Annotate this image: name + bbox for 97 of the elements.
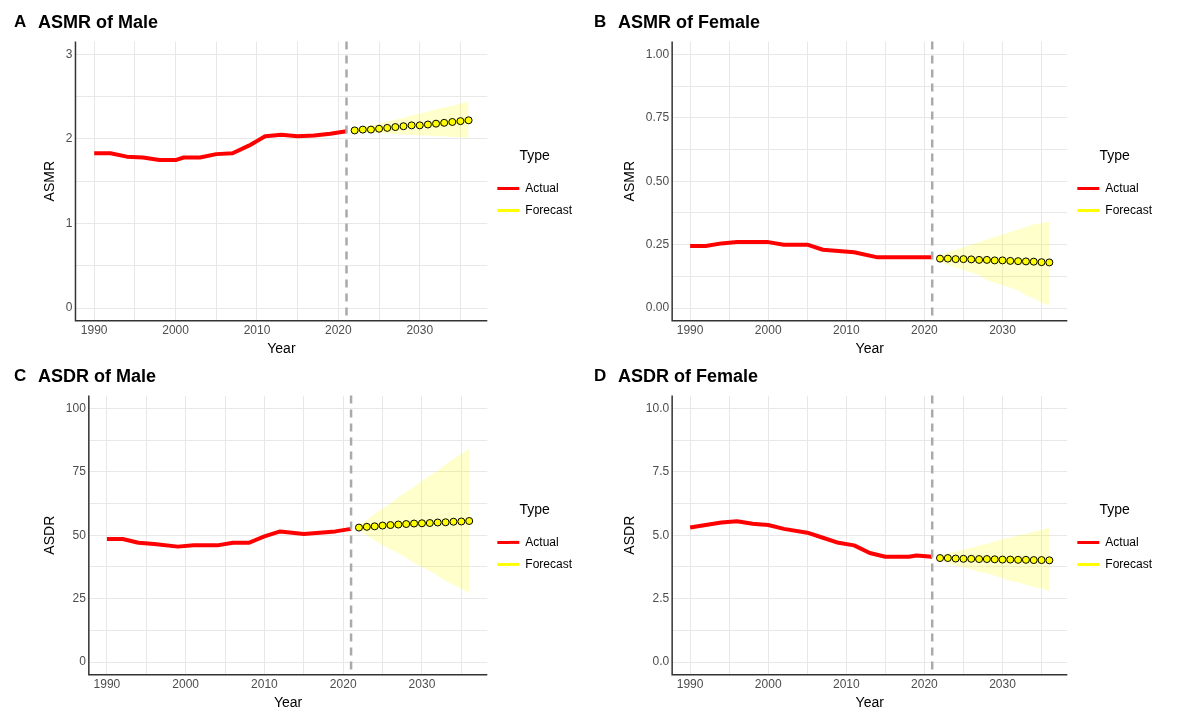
text: A <box>14 12 27 32</box>
chart-title: ASDR of Male <box>38 365 157 386</box>
point <box>358 125 367 134</box>
y-axis-title: ASDR <box>41 515 58 555</box>
x-tick-label: 1990 <box>676 323 704 338</box>
text: C <box>14 366 27 386</box>
point <box>354 523 363 532</box>
point <box>386 521 395 530</box>
y-tick-label: 0.0 <box>652 654 670 669</box>
point <box>378 521 387 530</box>
x-tick-label: 2020 <box>911 323 939 338</box>
x-axis-title: Year <box>267 340 296 357</box>
y-tick-label: 2.5 <box>652 590 670 605</box>
x-tick-label: 2020 <box>325 323 353 338</box>
point <box>448 117 457 126</box>
point <box>410 519 419 528</box>
point <box>423 120 432 129</box>
y-tick-label: 1.00 <box>645 46 670 61</box>
point <box>394 520 403 529</box>
y-tick-label: 0.00 <box>645 300 670 315</box>
x-tick-label: 2000 <box>754 323 782 338</box>
x-tick-label: 2010 <box>832 677 860 692</box>
legend-label: Actual <box>525 534 559 549</box>
legend-label: Actual <box>1105 534 1139 549</box>
legend-label: Forecast <box>525 556 573 571</box>
point <box>456 117 465 126</box>
legend-label: Actual <box>1105 180 1139 195</box>
legend-title: Type <box>1099 147 1131 164</box>
point <box>464 116 473 125</box>
chart-title: ASMR of Female <box>618 11 761 32</box>
point <box>441 518 450 527</box>
chart-title: ASMR of Male <box>38 11 159 32</box>
x-tick-label: 2030 <box>408 677 436 692</box>
y-axis-title: ASMR <box>621 160 638 202</box>
text: B <box>594 12 607 32</box>
y-tick-label: 3 <box>65 46 73 61</box>
x-axis-title: Year <box>855 340 885 357</box>
point <box>366 125 375 134</box>
y-tick-label: 2 <box>65 131 73 146</box>
x-tick-label: 2000 <box>162 323 190 338</box>
point <box>391 123 400 132</box>
x-tick-label: 2030 <box>406 323 434 338</box>
y-tick-label: 50 <box>72 527 87 542</box>
y-tick-label: 25 <box>72 590 87 605</box>
legend-label: Actual <box>525 180 559 195</box>
point <box>440 118 449 127</box>
point <box>433 518 442 527</box>
point <box>425 519 434 528</box>
x-tick-label: 1990 <box>676 677 704 692</box>
point <box>350 126 359 135</box>
y-tick-label: 100 <box>65 400 87 415</box>
legend-title: Type <box>1099 501 1131 518</box>
y-axis-title: ASDR <box>621 515 638 555</box>
legend-label: Forecast <box>525 202 573 217</box>
point <box>375 124 384 133</box>
legend-title: Type <box>519 501 551 518</box>
y-tick-label: 7.5 <box>652 464 670 479</box>
point <box>383 123 392 132</box>
y-tick-label: 0.25 <box>645 236 670 251</box>
point <box>362 522 371 531</box>
legend-label: Forecast <box>1105 202 1153 217</box>
legend-label: Forecast <box>1105 556 1153 571</box>
text: D <box>594 366 607 386</box>
y-axis-title: ASMR <box>41 160 58 202</box>
x-tick-label: 2010 <box>832 323 860 338</box>
point <box>457 517 466 526</box>
x-tick-label: 2020 <box>329 677 357 692</box>
x-tick-label: 2000 <box>172 677 200 692</box>
chart-title: ASDR of Female <box>618 365 759 386</box>
x-tick-label: 2020 <box>911 677 939 692</box>
y-tick-label: 0.50 <box>645 173 670 188</box>
x-tick-label: 2030 <box>989 677 1017 692</box>
x-tick-label: 1990 <box>93 677 121 692</box>
point <box>415 121 424 130</box>
point <box>417 519 426 528</box>
point <box>465 516 474 525</box>
x-tick-label: 2010 <box>243 323 271 338</box>
point <box>449 517 458 526</box>
y-tick-label: 5.0 <box>652 527 670 542</box>
y-tick-label: 10.0 <box>645 400 670 415</box>
x-tick-label: 2010 <box>251 677 279 692</box>
x-tick-label: 2000 <box>754 677 782 692</box>
point <box>399 122 408 131</box>
legend-title: Type <box>519 147 551 164</box>
x-axis-title: Year <box>273 694 303 711</box>
y-tick-label: 1 <box>65 215 73 230</box>
x-axis-title: Year <box>855 694 885 711</box>
y-tick-label: 0 <box>79 654 87 669</box>
y-tick-label: 75 <box>72 464 87 479</box>
point <box>432 119 441 128</box>
point <box>407 121 416 130</box>
point <box>370 522 379 531</box>
y-tick-label: 0 <box>65 300 73 315</box>
y-tick-label: 0.75 <box>645 110 670 125</box>
x-tick-label: 1990 <box>80 323 108 338</box>
point <box>402 520 411 529</box>
x-tick-label: 2030 <box>989 323 1017 338</box>
